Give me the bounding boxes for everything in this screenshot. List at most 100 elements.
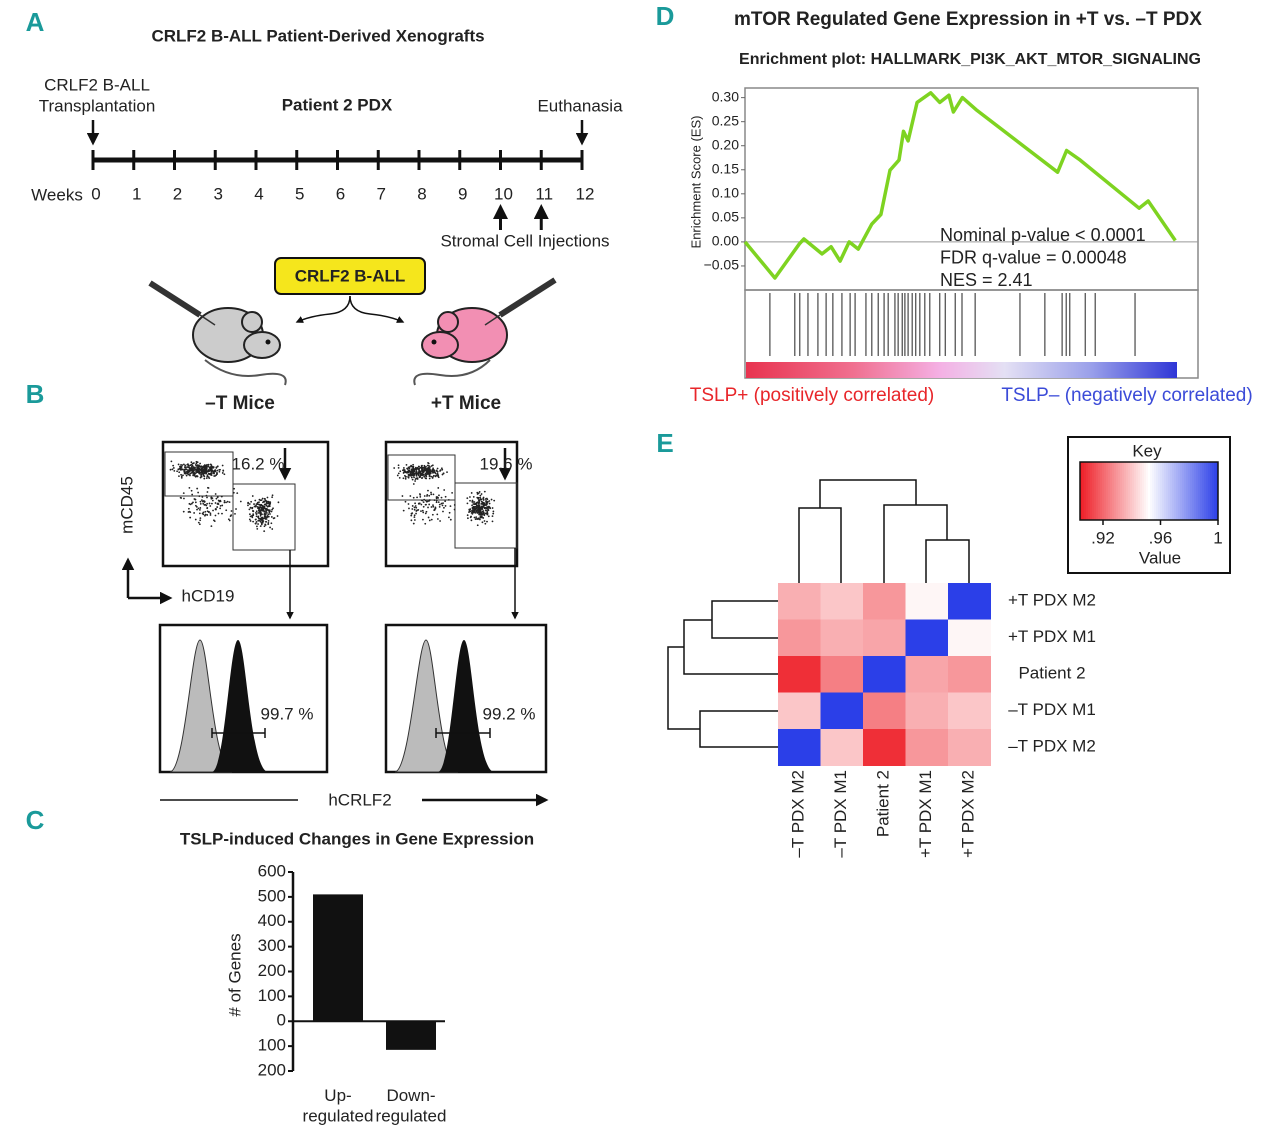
event-dot <box>214 475 216 477</box>
event-dot <box>256 501 259 504</box>
event-dot <box>481 503 484 506</box>
event-dot <box>405 463 408 466</box>
event-dot <box>256 527 259 530</box>
event-dot <box>396 474 399 477</box>
week-label: 9 <box>458 184 467 203</box>
event-dot <box>438 505 441 508</box>
event-dot <box>271 508 274 511</box>
event-dot <box>263 506 266 508</box>
panel-d <box>744 87 1199 379</box>
event-dot <box>195 460 198 463</box>
event-dot <box>470 492 473 494</box>
event-dot <box>264 514 266 516</box>
event-dot <box>430 518 433 521</box>
event-dot <box>214 514 217 517</box>
event-dot <box>208 502 211 505</box>
event-dot <box>425 465 427 468</box>
event-dot <box>423 468 426 471</box>
event-dot <box>206 510 209 513</box>
heat-cell <box>778 692 821 730</box>
week-label: 0 <box>91 184 100 203</box>
event-dot <box>487 515 490 518</box>
event-dot <box>433 499 436 502</box>
event-dot <box>414 502 416 505</box>
event-dot <box>189 503 192 506</box>
event-dot <box>412 465 414 468</box>
heat-cell <box>820 583 864 620</box>
event-dot <box>258 507 260 510</box>
event-dot <box>422 467 425 469</box>
event-dot <box>200 473 203 476</box>
event-dot <box>263 525 266 528</box>
event-dot <box>218 469 221 471</box>
crlf2-percent: 99.2 % <box>483 704 536 723</box>
event-dot <box>416 472 418 475</box>
timeline-title: Patient 2 PDX <box>282 95 393 114</box>
event-dot <box>219 500 222 503</box>
event-dot <box>446 471 448 474</box>
event-dot <box>260 522 263 525</box>
key-swatch <box>1120 462 1123 520</box>
key-swatch <box>1094 462 1097 520</box>
bar <box>313 894 363 1022</box>
event-dot <box>430 465 433 467</box>
event-dot <box>412 496 415 499</box>
row-label: Patient 2 <box>1018 664 1085 683</box>
event-dot <box>407 476 410 479</box>
event-dot <box>393 467 396 469</box>
event-dot <box>480 498 483 501</box>
event-dot <box>480 493 483 495</box>
event-dot <box>216 506 219 508</box>
event-dot <box>259 506 261 509</box>
event-dot <box>476 506 479 509</box>
event-dot <box>486 511 489 514</box>
event-dot <box>427 470 430 473</box>
week-label: 1 <box>132 184 141 203</box>
panel-label: D <box>656 1 675 31</box>
event-dot <box>487 507 490 509</box>
event-dot <box>423 475 426 478</box>
event-dot <box>234 512 236 515</box>
event-dot <box>225 509 228 512</box>
event-dot <box>476 491 479 494</box>
event-dot <box>192 501 194 504</box>
event-dot <box>258 509 260 512</box>
event-dot <box>486 498 489 501</box>
heat-cell <box>863 619 906 657</box>
event-dot <box>478 499 481 502</box>
key-tick-label: 1 <box>1213 528 1222 547</box>
event-dot <box>429 466 431 468</box>
event-dot <box>209 466 212 468</box>
panel-label: E <box>656 428 673 458</box>
event-dot <box>216 503 219 505</box>
event-dot <box>256 505 259 508</box>
event-dot <box>254 499 257 502</box>
event-dot <box>177 468 180 471</box>
event-dot <box>263 500 265 503</box>
panel-label: C <box>26 805 45 835</box>
event-dot <box>486 513 489 516</box>
key-swatch <box>1186 462 1189 520</box>
needle <box>484 314 501 326</box>
gate-percent: 19.6 % <box>480 454 533 473</box>
event-dot <box>226 500 229 503</box>
event-dot <box>422 511 425 514</box>
event-dot <box>485 509 487 512</box>
event-dot <box>189 511 192 514</box>
heat-cell <box>820 656 864 693</box>
event-dot <box>248 503 251 505</box>
event-dot <box>207 465 210 468</box>
event-dot <box>223 499 226 502</box>
event-dot <box>208 511 210 513</box>
event-dot <box>397 464 400 467</box>
event-dot <box>430 506 433 508</box>
event-dot <box>199 519 202 522</box>
event-dot <box>404 500 407 503</box>
event-dot <box>265 501 268 503</box>
event-dot <box>422 501 425 504</box>
event-dot <box>422 473 425 476</box>
event-dot <box>183 471 186 473</box>
key-swatch <box>1090 462 1093 520</box>
event-dot <box>411 508 414 510</box>
event-dot <box>415 469 418 471</box>
